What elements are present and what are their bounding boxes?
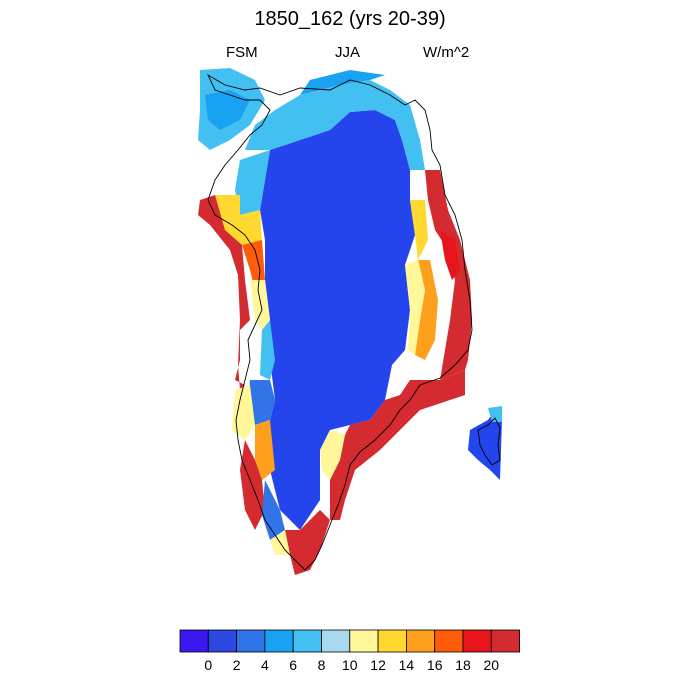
colorbar-box [349, 629, 379, 653]
southeast-margin-red [330, 370, 465, 520]
northwest-patch-blue [205, 90, 250, 130]
colorbar-box [264, 629, 294, 653]
colorbar-tick-label: 18 [455, 657, 471, 673]
south-margin-blue [262, 480, 285, 540]
units-label: W/m^2 [423, 44, 470, 61]
east-margin-darkred [440, 230, 460, 280]
colorbar-box [434, 629, 464, 653]
east-margin-orange [415, 260, 438, 360]
west-margin-red2 [240, 440, 265, 530]
colorbar-box [179, 629, 209, 653]
colorbar-tick-label: 20 [484, 657, 500, 673]
west-margin-yellow [215, 195, 262, 245]
west-margin-yellow3 [232, 385, 255, 440]
west-margin-red [198, 195, 250, 390]
colorbar-box [377, 629, 407, 653]
season-label: JJA [335, 44, 361, 61]
coastline [206, 73, 473, 571]
east-margin-yellow [410, 200, 428, 260]
west-margin-blue2 [248, 380, 275, 425]
colorbar-tick-label: 16 [427, 657, 443, 673]
colorbar-tick-label: 10 [342, 657, 358, 673]
east-margin-red [425, 170, 472, 380]
colorbar-boxes [179, 629, 520, 653]
colorbar-tick-label: 0 [204, 657, 212, 673]
west-margin-cyan [260, 320, 275, 380]
colorbar-box [405, 629, 436, 653]
west-margin-light [235, 150, 270, 215]
colorbar-tick-label: 4 [261, 657, 269, 673]
east-margin-yellow2 [405, 260, 425, 355]
colorbar-tick-label: 8 [318, 657, 326, 673]
colorbar-box [292, 629, 322, 653]
south-margin-red [285, 510, 330, 575]
southeast-margin-yellow [320, 430, 345, 480]
north-margin-cyan [245, 80, 425, 170]
colorbar-tick-label: 12 [370, 657, 386, 673]
interior-low-flux [260, 110, 415, 530]
island-coastline [477, 417, 501, 466]
ice-sheet-field [198, 68, 472, 575]
colorbar-box [490, 629, 520, 653]
east-island [468, 406, 502, 480]
colorbar-tick-label: 6 [289, 657, 297, 673]
west-margin-yellow2 [250, 280, 270, 330]
island-cyan [488, 406, 502, 422]
west-margin-orange2 [255, 420, 275, 480]
colorbar-box [462, 629, 492, 653]
colorbar-box [207, 629, 238, 653]
variable-label: FSM [226, 44, 258, 61]
colorbar-box [321, 629, 351, 653]
colorbar-tick-label: 2 [233, 657, 241, 673]
colorbar-tick-labels: 0 2 4 6 8 10 12 14 16 18 20 [204, 657, 499, 673]
colorbar-tick-label: 14 [399, 657, 415, 673]
north-margin-blue [300, 70, 385, 95]
island-blue [468, 410, 502, 480]
colorbar-box [236, 629, 266, 653]
map-title: 1850_162 (yrs 20-39) [254, 8, 446, 30]
